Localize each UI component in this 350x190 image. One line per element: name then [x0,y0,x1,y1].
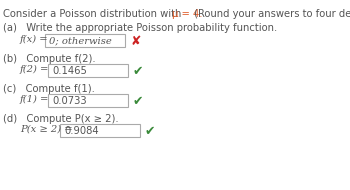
Text: (Round your answers to four decimal places.): (Round your answers to four decimal plac… [191,9,350,19]
Text: 0; otherwise: 0; otherwise [49,36,112,45]
Text: Consider a Poisson distribution with: Consider a Poisson distribution with [3,9,184,19]
Text: f(x) =: f(x) = [20,35,52,44]
Text: μ = 4.: μ = 4. [172,9,203,19]
Text: 0.0733: 0.0733 [52,96,87,105]
Text: P(x ≥ 2) =: P(x ≥ 2) = [20,125,76,134]
Text: ✘: ✘ [130,35,140,48]
Text: f(2) =: f(2) = [20,65,52,74]
Text: 0.9084: 0.9084 [64,126,99,135]
Text: (d)   Compute P(x ≥ 2).: (d) Compute P(x ≥ 2). [3,114,119,124]
Text: (c)   Compute f(1).: (c) Compute f(1). [3,84,95,94]
FancyBboxPatch shape [48,94,128,107]
Text: 0.1465: 0.1465 [52,66,87,75]
FancyBboxPatch shape [45,34,125,47]
FancyBboxPatch shape [60,124,140,137]
Text: (a)   Write the appropriate Poisson probability function.: (a) Write the appropriate Poisson probab… [3,23,277,33]
Text: (b)   Compute f(2).: (b) Compute f(2). [3,54,96,64]
Text: f(1) =: f(1) = [20,95,52,104]
Text: ✔: ✔ [133,95,144,108]
Text: ✔: ✔ [133,65,144,78]
FancyBboxPatch shape [48,64,128,77]
Text: ✔: ✔ [145,125,155,138]
